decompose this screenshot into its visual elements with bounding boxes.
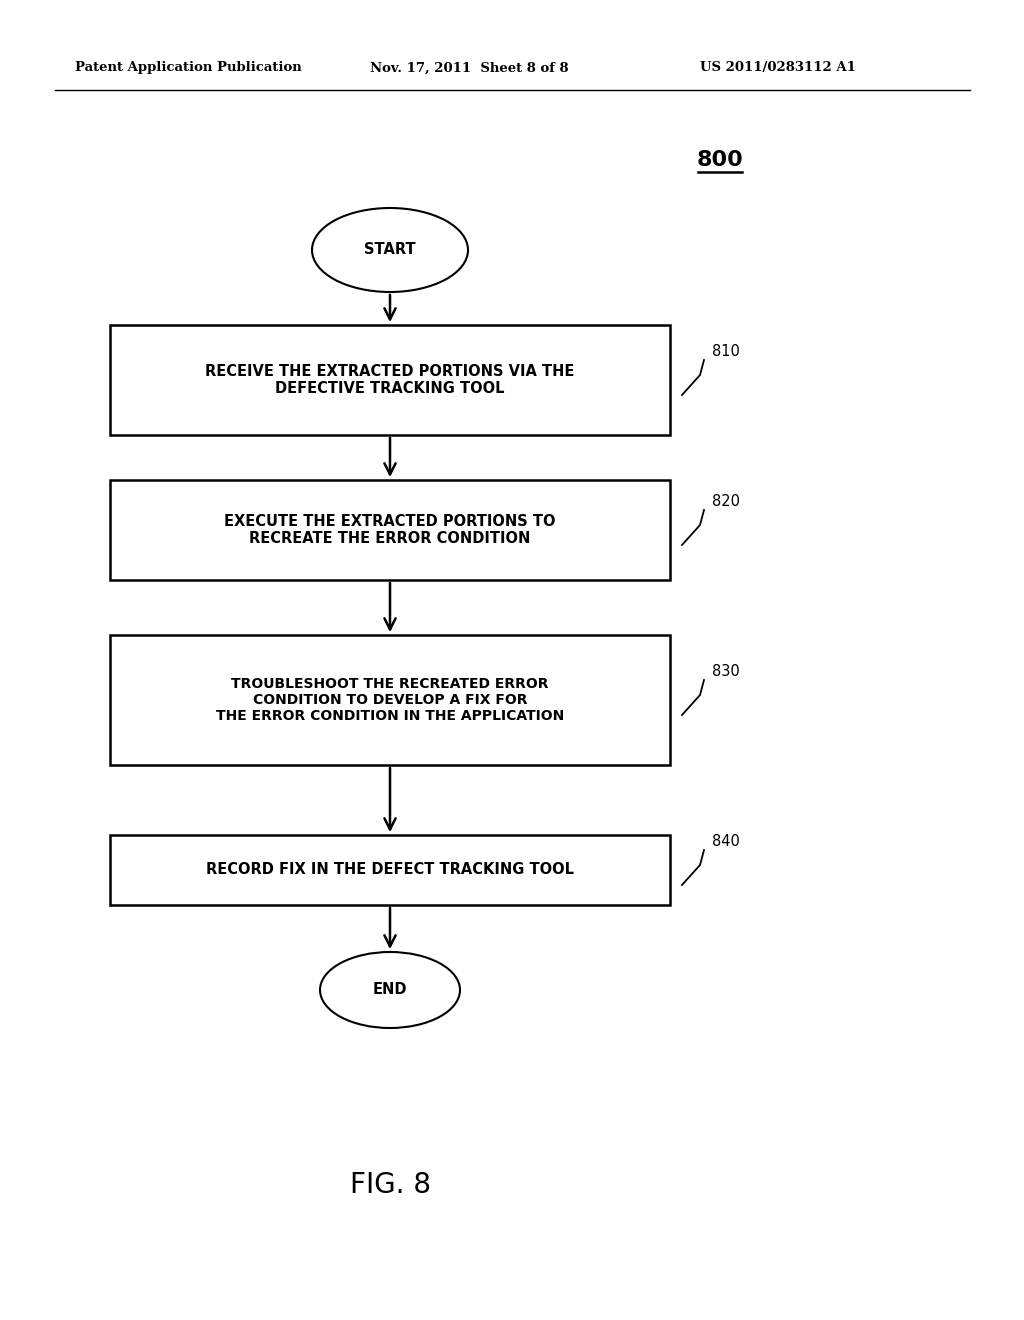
Text: 840: 840 <box>712 834 740 850</box>
Text: 820: 820 <box>712 495 740 510</box>
Text: START: START <box>365 243 416 257</box>
Bar <box>110 480 670 579</box>
Text: RECEIVE THE EXTRACTED PORTIONS VIA THE
DEFECTIVE TRACKING TOOL: RECEIVE THE EXTRACTED PORTIONS VIA THE D… <box>206 364 574 396</box>
Text: 800: 800 <box>696 150 743 170</box>
Text: FIG. 8: FIG. 8 <box>349 1171 430 1199</box>
Text: TROUBLESHOOT THE RECREATED ERROR
CONDITION TO DEVELOP A FIX FOR
THE ERROR CONDIT: TROUBLESHOOT THE RECREATED ERROR CONDITI… <box>216 677 564 723</box>
Text: 830: 830 <box>712 664 739 680</box>
Bar <box>110 836 670 906</box>
Text: Nov. 17, 2011  Sheet 8 of 8: Nov. 17, 2011 Sheet 8 of 8 <box>370 62 568 74</box>
Text: 810: 810 <box>712 345 740 359</box>
Text: Patent Application Publication: Patent Application Publication <box>75 62 302 74</box>
Bar <box>110 635 670 766</box>
Text: EXECUTE THE EXTRACTED PORTIONS TO
RECREATE THE ERROR CONDITION: EXECUTE THE EXTRACTED PORTIONS TO RECREA… <box>224 513 556 546</box>
Bar <box>110 325 670 436</box>
Text: END: END <box>373 982 408 998</box>
Text: US 2011/0283112 A1: US 2011/0283112 A1 <box>700 62 856 74</box>
Text: RECORD FIX IN THE DEFECT TRACKING TOOL: RECORD FIX IN THE DEFECT TRACKING TOOL <box>206 862 574 878</box>
